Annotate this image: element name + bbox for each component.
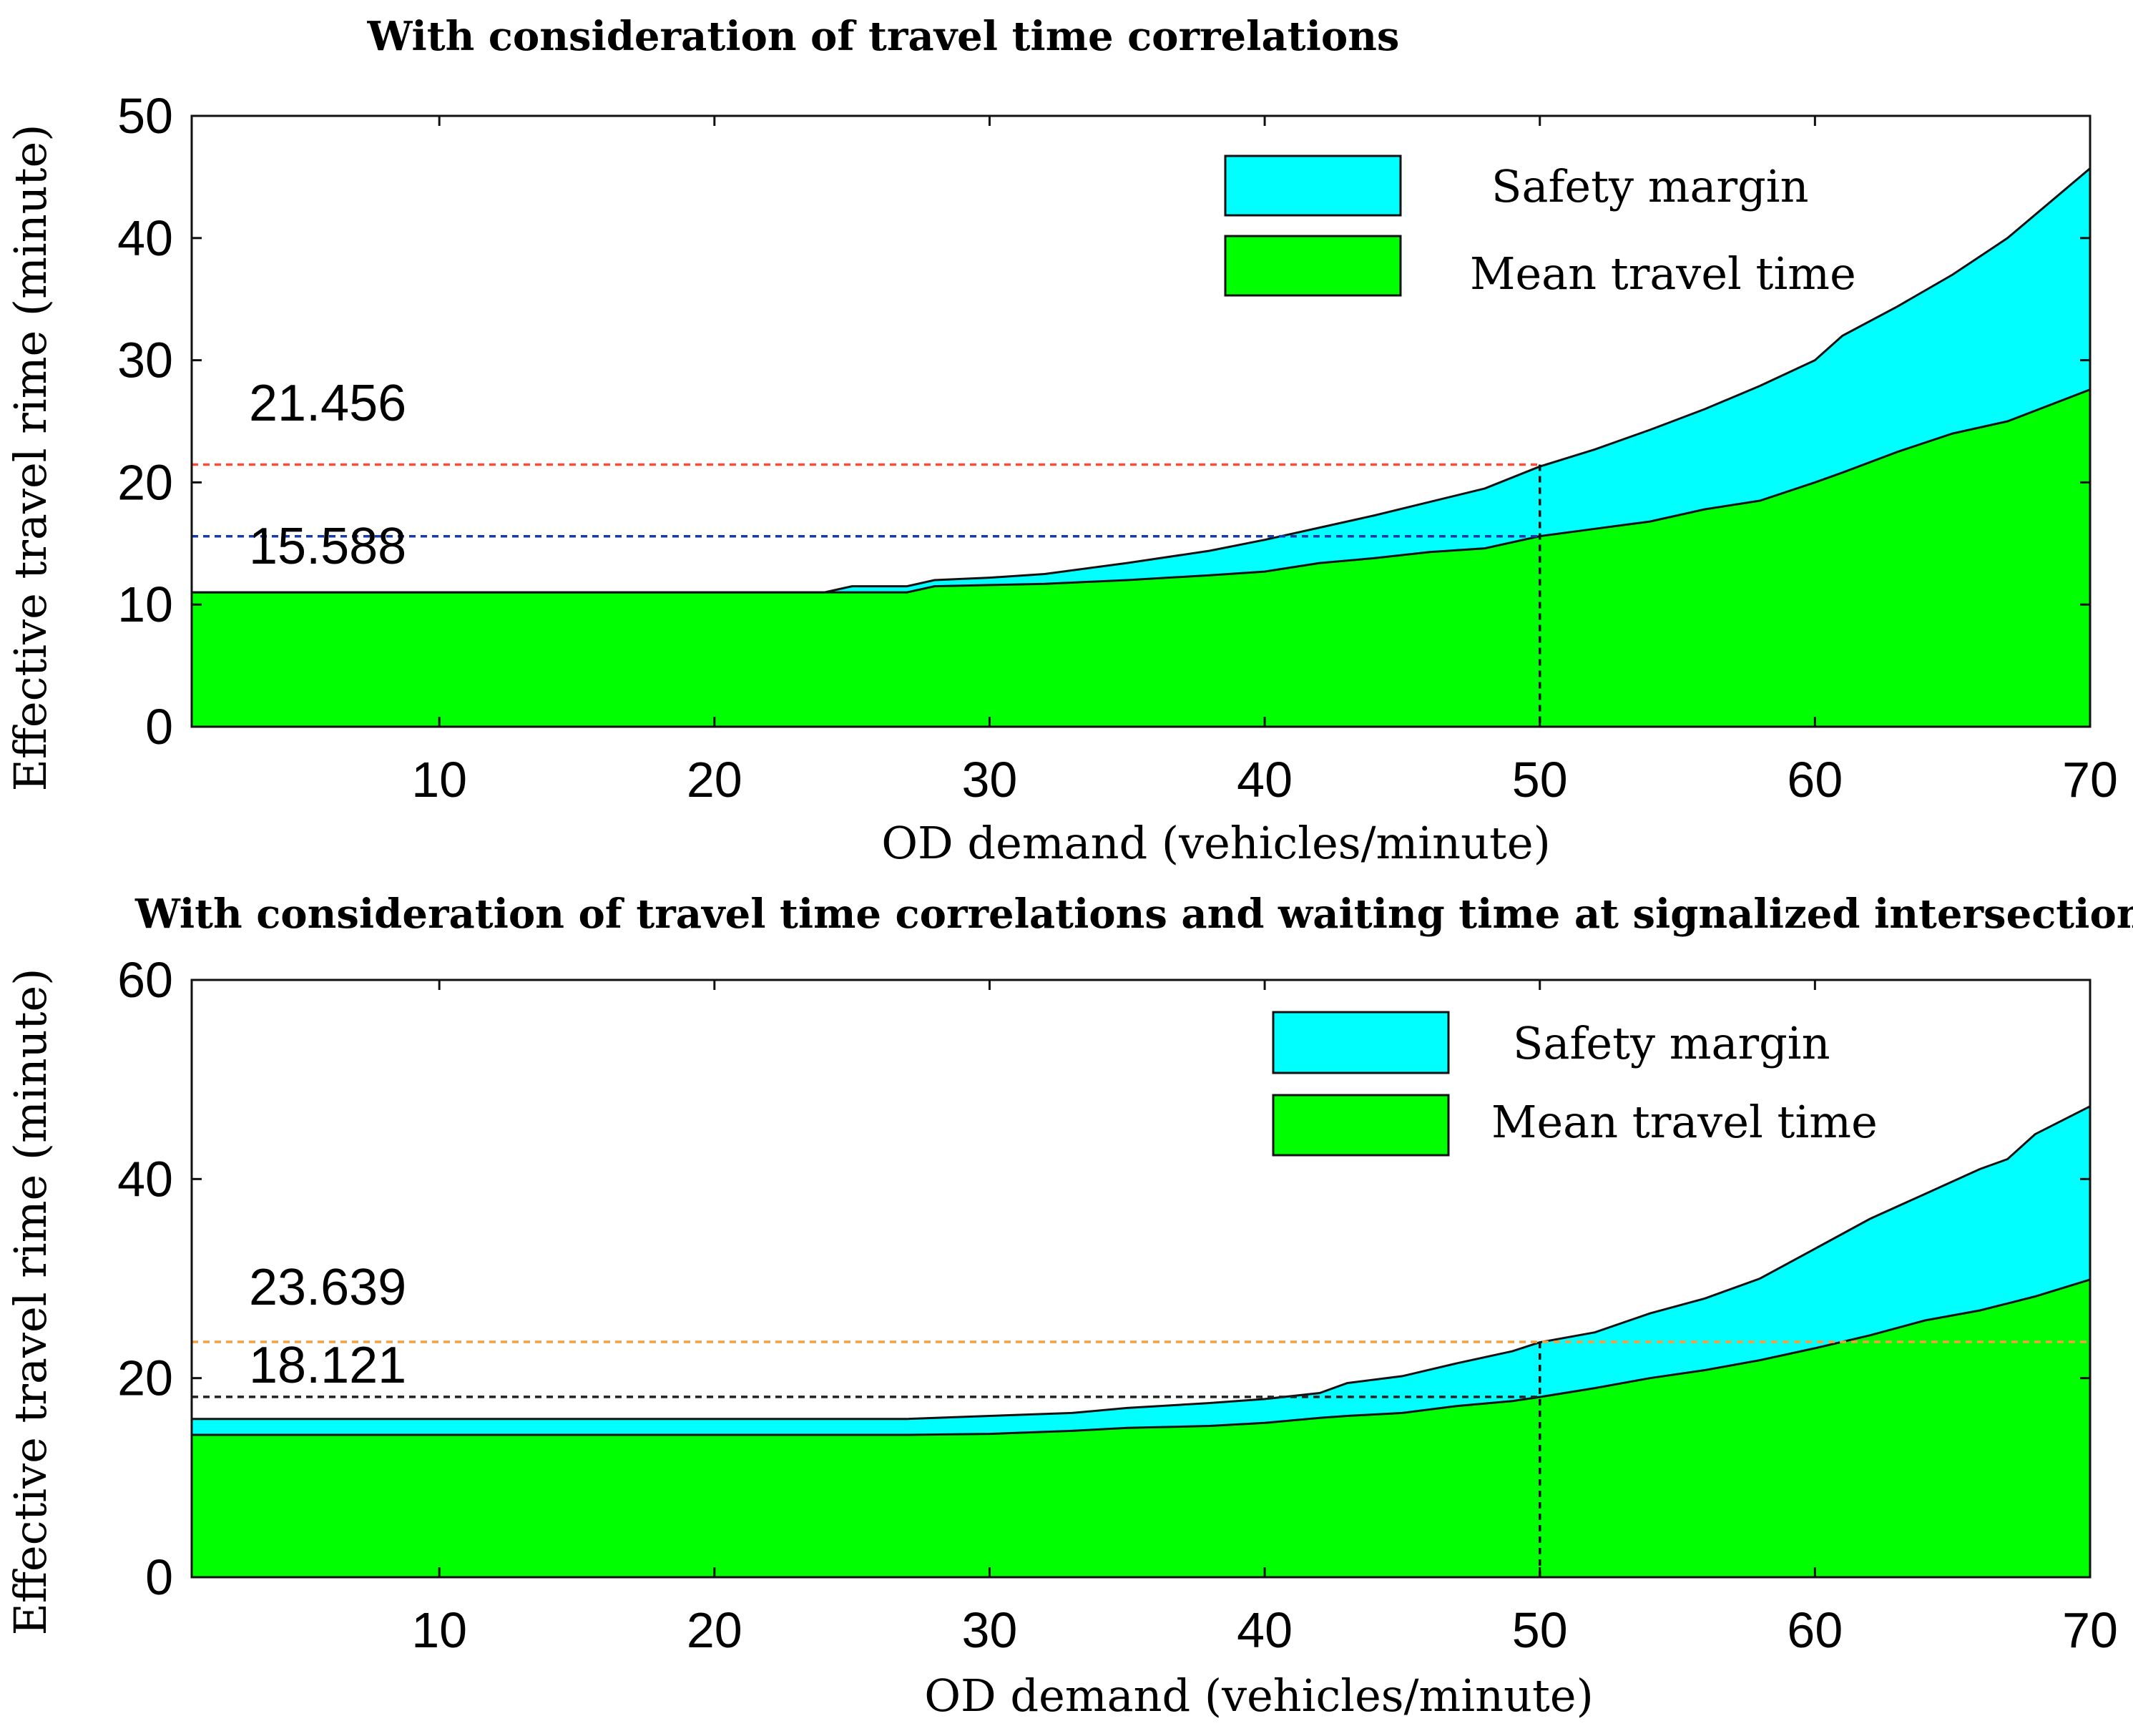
chart-panel-1: With consideration of travel time correl…	[4, 13, 2118, 869]
chart-title: With consideration of travel time correl…	[134, 891, 2133, 938]
mean-travel-time-line	[192, 1278, 2091, 1436]
chart-title: With consideration of travel time correl…	[367, 13, 1400, 60]
safety-margin-area	[192, 1106, 2090, 1435]
y-axis-label: Effective travel rime (minute)	[4, 968, 57, 1636]
x-tick-label: 10	[411, 1602, 467, 1658]
reference-value-label: 18.121	[249, 1337, 406, 1394]
y-tick-label: 20	[117, 454, 173, 510]
legend-swatch-safety-margin	[1224, 155, 1402, 217]
x-tick-label: 30	[962, 1602, 1018, 1658]
plot-frame	[190, 979, 2092, 1579]
reference-value-label: 21.456	[249, 375, 406, 432]
safety-margin-area	[192, 168, 2090, 593]
y-axis-label: Effective travel rime (minute)	[4, 124, 57, 792]
x-tick-label: 20	[687, 1602, 742, 1658]
x-tick-label: 40	[1237, 1602, 1293, 1658]
legend: Safety margin Mean travel time	[1272, 1011, 1878, 1157]
x-tick-label: 50	[1512, 752, 1568, 808]
x-tick-label: 70	[2062, 752, 2118, 808]
y-tick-label: 0	[145, 699, 173, 755]
x-tick-label: 60	[1787, 752, 1843, 808]
safety-margin-line	[192, 167, 2091, 594]
legend-label-mean-travel-time: Mean travel time	[1491, 1096, 1878, 1148]
y-tick-label: 40	[117, 210, 173, 266]
y-tick-label: 20	[117, 1350, 173, 1406]
legend-swatch-safety-margin	[1272, 1011, 1450, 1074]
legend-swatch-mean-travel-time	[1272, 1094, 1450, 1157]
x-tick-label: 60	[1787, 1602, 1843, 1658]
y-tick-label: 30	[117, 333, 173, 388]
x-tick-label: 10	[411, 752, 467, 808]
x-tick-label: 70	[2062, 1602, 2118, 1658]
x-axis-label: OD demand (vehicles/minute)	[881, 817, 1551, 869]
x-tick-label: 50	[1512, 1602, 1568, 1658]
legend-swatch-mean-travel-time	[1224, 235, 1402, 297]
legend: Safety margin Mean travel time	[1224, 155, 1856, 300]
x-tick-label: 40	[1237, 752, 1293, 808]
y-tick-label: 0	[145, 1549, 173, 1605]
legend-label-safety-margin: Safety margin	[1491, 160, 1809, 212]
reference-value-label: 23.639	[249, 1259, 406, 1316]
x-tick-label: 20	[687, 752, 742, 808]
safety-margin-line	[192, 1105, 2091, 1421]
y-tick-label: 50	[117, 88, 173, 144]
chart-panel-2: With consideration of travel time correl…	[4, 891, 2133, 1722]
mean-travel-time-area	[192, 389, 2090, 727]
plot-frame	[190, 114, 2092, 728]
legend-label-safety-margin: Safety margin	[1513, 1017, 1830, 1069]
mean-travel-time-line	[192, 388, 2091, 594]
y-tick-label: 60	[117, 952, 173, 1008]
y-tick-label: 10	[117, 577, 173, 632]
reference-value-label: 15.588	[249, 518, 406, 575]
x-tick-label: 30	[962, 752, 1018, 808]
x-axis-label: OD demand (vehicles/minute)	[924, 1669, 1594, 1722]
legend-label-mean-travel-time: Mean travel time	[1470, 247, 1856, 300]
y-tick-label: 40	[117, 1151, 173, 1207]
